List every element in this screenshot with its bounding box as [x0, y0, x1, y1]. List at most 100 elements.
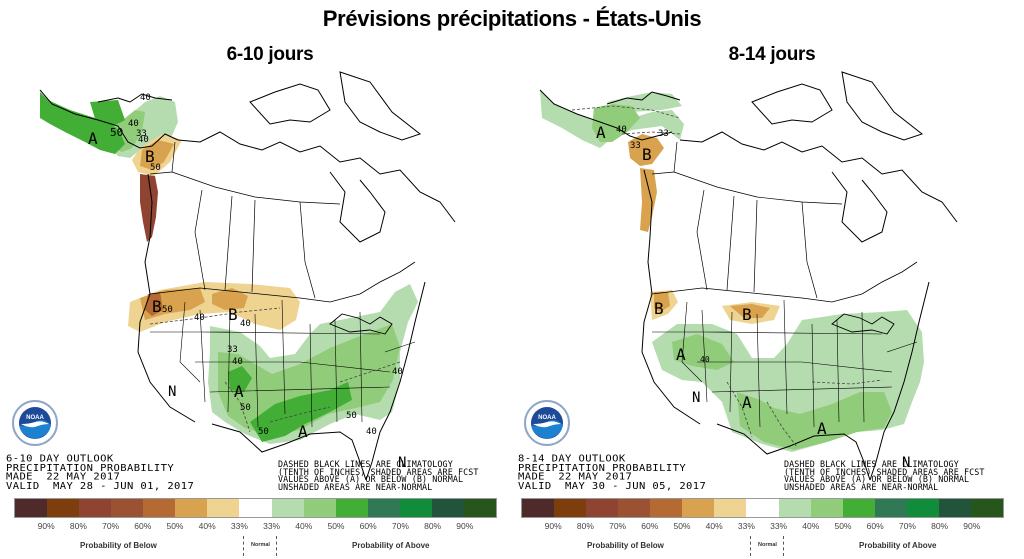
sw-above-label: A: [742, 393, 752, 412]
legend-tick-label: 33%: [770, 521, 788, 531]
legend-tick-label: 50%: [166, 521, 184, 531]
contour-label: 50: [110, 126, 123, 139]
contour-label: 40: [616, 125, 627, 135]
south-above-label: A: [817, 419, 827, 438]
climatology-contour: [766, 401, 798, 448]
legend-tick-labels: 90% 80% 70% 60% 50% 40% 33% 33% 40% 50% 60% 70% 80% 9…: [521, 521, 1004, 533]
legend-tick-label: 70%: [102, 521, 120, 531]
west-coast: [641, 169, 701, 425]
legend-swatch: [367, 499, 400, 517]
south-above-label: A: [298, 422, 308, 441]
panel-title: 8-14 jours: [728, 44, 816, 65]
map-outlines: [539, 71, 958, 481]
noaa-logo-icon: NOAA: [12, 400, 58, 446]
made-date: MADE 22 MAY 2017: [518, 471, 633, 483]
legend-swatch: [618, 499, 651, 517]
contour-label: 33: [658, 129, 669, 139]
yukon-below-label: B: [145, 147, 155, 166]
legend-tick-label: 60%: [134, 521, 152, 531]
legend-caption-below: Probability of Below: [587, 541, 664, 550]
note-line: (TENTH OF INCHES) SHADED AREAS ARE FCST: [784, 466, 985, 477]
legend-swatch: [522, 499, 555, 517]
legend-swatch: [586, 499, 619, 517]
legend-tick-label: 90%: [37, 521, 55, 531]
legend-swatch: [714, 499, 747, 517]
yukon-below-label: B: [642, 145, 652, 164]
outlook-type: 6-10 DAY OUTLOOK: [6, 453, 114, 465]
alaska-coastline: [39, 89, 179, 149]
legend-swatch: [810, 499, 843, 517]
outlook-variable: PRECIPITATION PROBABILITY: [518, 462, 687, 474]
normal-separator: [750, 536, 751, 556]
legend-tick-label: 60%: [359, 521, 377, 531]
outlook-panel-8-14: 8-14 jours: [512, 40, 1024, 559]
outlook-type: 8-14 DAY OUTLOOK: [518, 453, 626, 465]
great-lakes: [831, 313, 895, 335]
legend-tick-label: 90%: [544, 521, 562, 531]
plains-below-label: B: [742, 305, 752, 324]
legend-tick-label: 80%: [69, 521, 87, 531]
canada-arctic-coast: [177, 131, 456, 223]
outlook-info: 8-14 DAY OUTLOOK PRECIPITATION PROBABILIT…: [518, 453, 707, 492]
contour-label: 40: [140, 93, 151, 103]
map-notes: DASHED BLACK LINES ARE CLIMATOLOGY (TENTH…: [784, 460, 985, 491]
valid-dates: VALID MAY 30 - JUN 05, 2017: [518, 480, 707, 492]
legend-swatch: [906, 499, 939, 517]
contour-label: 50: [258, 427, 269, 437]
legend-swatch: [554, 499, 587, 517]
legend-color-bar: [521, 498, 1004, 518]
legend-caption-above: Probability of Above: [352, 541, 430, 550]
legend-swatch: [303, 499, 336, 517]
legend-swatch: [207, 499, 240, 517]
note-line: (TENTH OF INCHES) SHADED AREAS ARE FCST: [278, 466, 479, 477]
legend-tick-label: 70%: [898, 521, 916, 531]
canada-provinces: [149, 141, 341, 299]
contour-label: 50: [346, 411, 357, 421]
legend-swatch: [463, 499, 496, 517]
alaska-above-label: A: [88, 129, 98, 148]
outlook-info: 6-10 DAY OUTLOOK PRECIPITATION PROBABILIT…: [6, 453, 194, 491]
legend-swatch: [111, 499, 144, 517]
florida-normal-label: N: [398, 455, 406, 471]
contour-label: 33: [227, 345, 238, 355]
alaska-above-label: A: [596, 123, 606, 142]
climatology-contour: [269, 406, 331, 423]
legend-caption-normal: Normal: [758, 542, 777, 548]
normal-separator: [276, 536, 277, 556]
legend-swatch: [874, 499, 907, 517]
plains-below-40-area: [730, 304, 770, 318]
yukon-below-40-area: [140, 140, 174, 170]
contour-label: 40: [392, 367, 403, 377]
precipitation-map: A 40 33 B 33 B B A 40 N A A N: [539, 71, 958, 481]
climatology-contour: [149, 307, 281, 325]
legend-swatch: [15, 499, 48, 517]
pnw-below-label: B: [654, 299, 664, 318]
map-outlines: [39, 71, 456, 481]
climatology-contour: [726, 381, 753, 438]
south-above-40-area: [737, 392, 892, 450]
legend-tick-label: 33%: [263, 521, 281, 531]
legend-swatch: [47, 499, 80, 517]
climatology-contour: [339, 361, 401, 383]
normal-separator: [243, 536, 244, 556]
west-normal-label: N: [168, 384, 176, 400]
gulf-coast: [716, 281, 930, 481]
climatology-contours: [149, 307, 401, 433]
legend-tick-label: 80%: [931, 521, 949, 531]
noaa-logo-icon: NOAA: [524, 400, 570, 446]
legend-tick-label: 50%: [327, 521, 345, 531]
sw-above-label: A: [234, 382, 244, 401]
note-line: UNSHADED AREAS ARE NEAR-NORMAL: [278, 481, 433, 492]
alaska-above-40-area: [592, 104, 640, 142]
legend-swatch: [143, 499, 176, 517]
legend-tick-label: 60%: [641, 521, 659, 531]
legend-swatch: [650, 499, 683, 517]
note-line: VALUES ABOVE (A) OR BELOW (B) NORMAL: [784, 474, 970, 485]
legend-tick-labels: 90% 80% 70% 60% 50% 40% 33% 33% 40% 50% 60% 70% 80% 9…: [14, 521, 497, 533]
climatology-contour: [224, 381, 251, 433]
legend-tick-label: 70%: [609, 521, 627, 531]
legend-tick-label: 40%: [295, 521, 313, 531]
climatology-contour: [621, 131, 681, 135]
legend-tick-label: 70%: [391, 521, 409, 531]
legend-tick-label: 50%: [673, 521, 691, 531]
